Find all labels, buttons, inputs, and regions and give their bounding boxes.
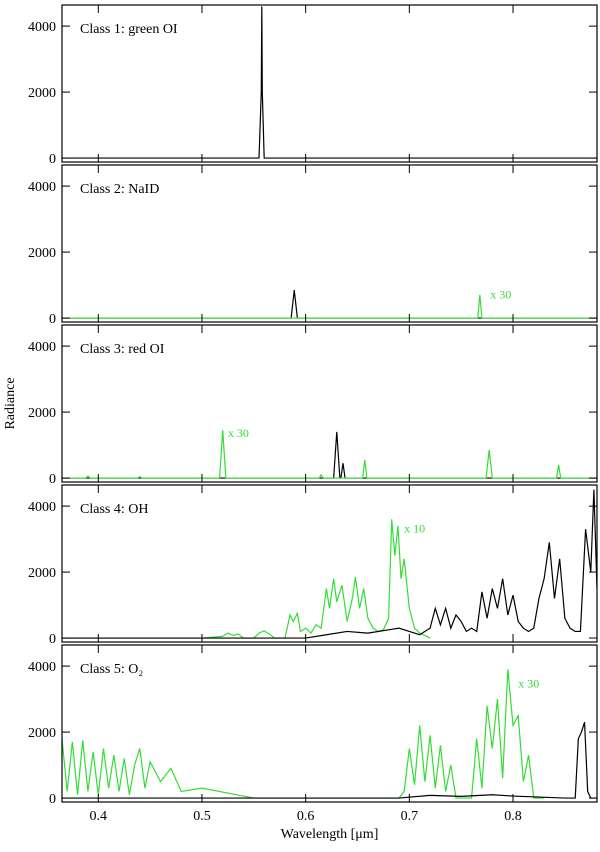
scale-annotation: x 30 xyxy=(490,287,511,301)
x-tick-label: 0.8 xyxy=(504,809,522,824)
plot-frame xyxy=(61,4,598,163)
spectrum-line xyxy=(62,289,597,319)
x-tick-label: 0.6 xyxy=(297,809,315,824)
series-group xyxy=(62,489,597,639)
scale-annotation: x 30 xyxy=(228,426,249,440)
y-tick-label: 2000 xyxy=(28,566,56,581)
y-tick-label: 2000 xyxy=(28,406,56,421)
y-tick-label: 0 xyxy=(49,792,56,807)
spectrum-line xyxy=(62,294,597,319)
y-tick-label: 2000 xyxy=(28,726,56,741)
series-group xyxy=(62,430,597,479)
spectrum-line xyxy=(62,6,597,159)
plot-frame xyxy=(61,324,598,483)
scale-annotation: x 10 xyxy=(404,521,425,535)
y-tick-label: 4000 xyxy=(28,20,56,35)
spectrum-line xyxy=(62,722,597,799)
series-group xyxy=(62,6,597,159)
spectrum-line xyxy=(62,430,597,479)
y-tick-label: 4000 xyxy=(28,660,56,675)
x-axis-label: Wavelength [μm] xyxy=(281,827,379,842)
spectrum-line xyxy=(62,489,597,639)
y-tick-label: 2000 xyxy=(28,246,56,261)
series-group xyxy=(62,289,597,319)
spectrum-line xyxy=(62,431,597,479)
x-tick-label: 0.7 xyxy=(401,809,419,824)
y-tick-label: 0 xyxy=(49,152,56,167)
panel-label: Class 2: NaID xyxy=(80,182,159,197)
panel-label: Class 3: red OI xyxy=(80,342,165,357)
scale-annotation: x 30 xyxy=(518,677,539,691)
panel-label: Class 1: green OI xyxy=(80,22,178,37)
spectrum-line xyxy=(62,669,545,799)
y-tick-label: 2000 xyxy=(28,86,56,101)
plot-frame xyxy=(61,644,598,803)
plot-frame xyxy=(61,164,598,323)
y-tick-label: 0 xyxy=(49,632,56,647)
spectrum-line xyxy=(62,519,431,639)
x-tick-label: 0.4 xyxy=(90,809,108,824)
plot-frame xyxy=(61,484,598,643)
y-tick-label: 4000 xyxy=(28,180,56,195)
series-group xyxy=(62,669,597,799)
panel-label: Class 5: O₂ xyxy=(80,662,143,677)
panel-label: Class 4: OH xyxy=(80,502,148,517)
y-tick-label: 4000 xyxy=(28,500,56,515)
y-tick-label: 0 xyxy=(49,312,56,327)
y-tick-label: 0 xyxy=(49,472,56,487)
y-axis-label: Radiance xyxy=(3,377,18,429)
x-tick-label: 0.5 xyxy=(193,809,211,824)
y-tick-label: 4000 xyxy=(28,340,56,355)
